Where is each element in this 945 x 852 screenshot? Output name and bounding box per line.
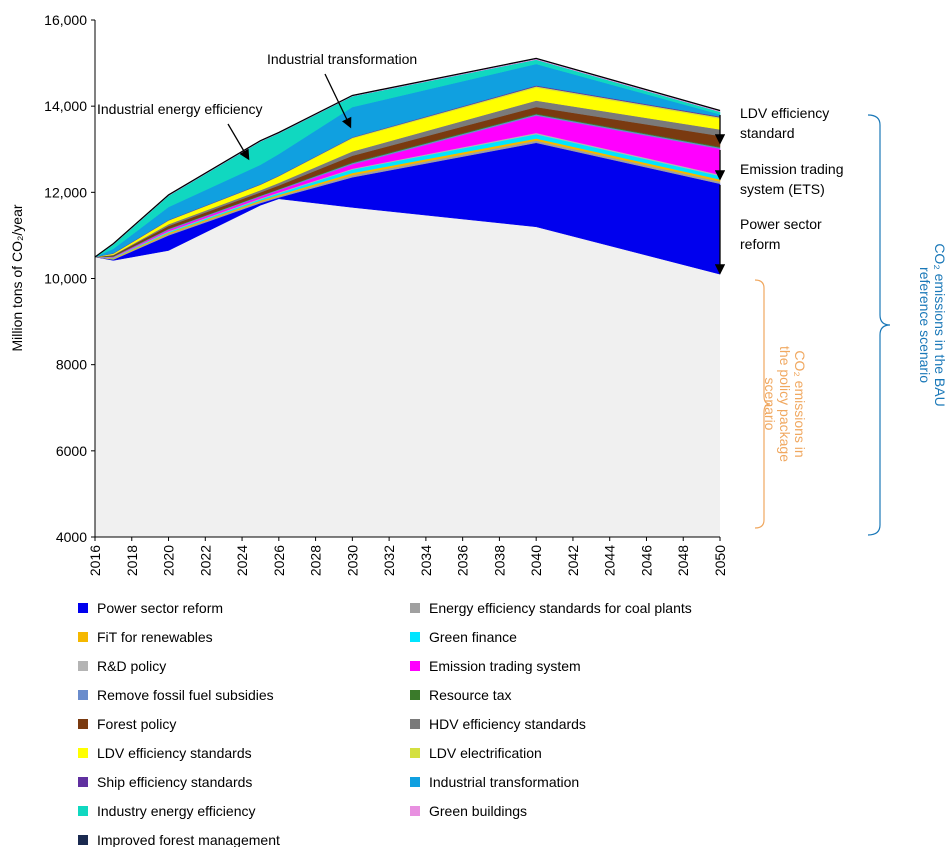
legend-swatch xyxy=(78,748,88,758)
y-axis-label: Million tons of CO₂/year xyxy=(9,204,25,351)
annotations: Industrial transformation Industrial ene… xyxy=(9,51,945,536)
plot-area xyxy=(94,57,721,537)
annotation: CO₂ emissions in xyxy=(792,350,808,457)
legend-label: R&D policy xyxy=(97,658,166,674)
legend-swatch xyxy=(410,806,420,816)
x-tick-label: 2016 xyxy=(87,545,103,576)
x-tick-label: 2020 xyxy=(161,545,177,576)
annotation: reference scenario xyxy=(917,267,933,383)
legend-swatch xyxy=(78,777,88,787)
legend-label: Green finance xyxy=(429,629,517,645)
annotation: scenario xyxy=(762,378,778,431)
x-tick-label: 2026 xyxy=(271,545,287,576)
bau-bracket xyxy=(867,114,891,536)
legend-swatch xyxy=(78,632,88,642)
x-tick-label: 2022 xyxy=(197,545,213,576)
annotation: standard xyxy=(740,125,794,141)
legend-label: Remove fossil fuel subsidies xyxy=(97,687,274,703)
arrow xyxy=(324,73,352,129)
bau-outline xyxy=(94,57,721,258)
legend-swatch xyxy=(410,603,420,613)
annotation: system (ETS) xyxy=(740,181,825,197)
x-tick-label: 2042 xyxy=(565,545,581,576)
annotation: Power sector xyxy=(740,216,822,232)
y-tick-label: 16,000 xyxy=(44,12,87,28)
x-tick-label: 2018 xyxy=(124,545,140,576)
x-tick-label: 2048 xyxy=(675,545,691,576)
legend-label: Energy efficiency standards for coal pla… xyxy=(429,600,692,616)
legend-label: HDV efficiency standards xyxy=(429,716,586,732)
y-tick-label: 4000 xyxy=(56,529,87,545)
y-tick-label: 12,000 xyxy=(44,184,87,200)
legend-label: Industrial transformation xyxy=(429,774,579,790)
legend-swatch xyxy=(410,632,420,642)
legend-label: Green buildings xyxy=(429,803,527,819)
legend-swatch xyxy=(78,661,88,671)
x-tick-label: 2028 xyxy=(308,545,324,576)
y-tick-label: 6000 xyxy=(56,443,87,459)
x-tick-label: 2040 xyxy=(528,545,544,576)
legend-label: Improved forest management xyxy=(97,832,280,847)
y-tick-label: 8000 xyxy=(56,357,87,373)
legend-label: LDV efficiency standards xyxy=(97,745,252,761)
x-tick-label: 2044 xyxy=(602,545,618,576)
annotation: the policy package xyxy=(777,346,793,462)
annotation: LDV efficiency xyxy=(740,105,829,121)
legend-swatch xyxy=(78,719,88,729)
y-tick-label: 10,000 xyxy=(44,271,87,287)
legend-swatch xyxy=(410,748,420,758)
x-tick-label: 2030 xyxy=(344,545,360,576)
x-tick-label: 2038 xyxy=(491,545,507,576)
policy-bracket xyxy=(754,279,771,529)
annotation: Industrial energy efficiency xyxy=(97,101,263,117)
legend-swatch xyxy=(410,777,420,787)
annotation: Industrial transformation xyxy=(267,51,417,67)
y-tick-label: 14,000 xyxy=(44,98,87,114)
legend-label: Forest policy xyxy=(97,716,176,732)
legend-label: Industry energy efficiency xyxy=(97,803,256,819)
annotation: reform xyxy=(740,236,780,252)
legend-label: FiT for renewables xyxy=(97,629,213,645)
legend-swatch xyxy=(78,835,88,845)
x-tick-label: 2050 xyxy=(712,545,728,576)
legend-swatch xyxy=(410,690,420,700)
x-tick-label: 2034 xyxy=(418,545,434,576)
x-tick-label: 2036 xyxy=(455,545,471,576)
legend-label: Resource tax xyxy=(429,687,511,703)
legend-label: Ship efficiency standards xyxy=(97,774,252,790)
legend-label: Power sector reform xyxy=(97,600,223,616)
base-area xyxy=(95,198,720,537)
annotation: Emission trading xyxy=(740,161,844,177)
legend-label: Emission trading system xyxy=(429,658,581,674)
legend-label: LDV electrification xyxy=(429,745,542,761)
legend-swatch xyxy=(78,690,88,700)
legend-swatch xyxy=(410,661,420,671)
x-tick-label: 2046 xyxy=(638,545,654,576)
legend-swatch xyxy=(78,603,88,613)
arrow xyxy=(227,123,250,161)
legend-swatch xyxy=(78,806,88,816)
x-tick-label: 2024 xyxy=(234,545,250,576)
legend-swatch xyxy=(410,719,420,729)
annotation: CO₂ emissions in the BAU xyxy=(932,243,945,406)
x-tick-label: 2032 xyxy=(381,545,397,576)
